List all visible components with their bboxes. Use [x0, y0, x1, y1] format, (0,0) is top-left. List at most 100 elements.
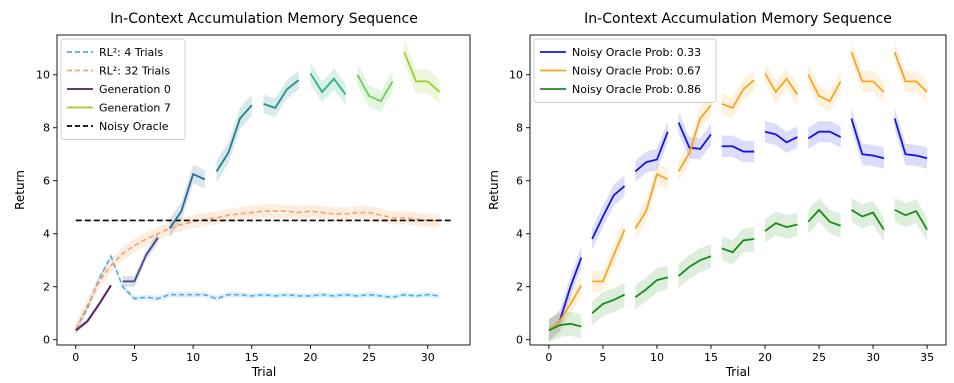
left-y-tick-label: 6: [43, 175, 50, 188]
left-chart-panel: In-Context Accumulation Memory Sequence …: [13, 11, 471, 379]
left-generation-line: [403, 51, 441, 93]
right-y-axis-label: Return: [487, 170, 501, 210]
left-generation-line: [75, 284, 112, 332]
right-x-tick-label: 15: [704, 351, 718, 364]
right-legend-label: Noisy Oracle Prob: 0.67: [572, 65, 701, 78]
left-plot-area: 0 5 10 15 20 25 30 0 2 4 6 8 10: [36, 34, 471, 364]
right-series-band: [808, 197, 841, 238]
right-series-line: [807, 130, 842, 140]
left-y-axis-label: Return: [13, 170, 27, 210]
right-legend-label: Noisy Oracle Prob: 0.86: [572, 83, 701, 96]
right-series-line: [677, 122, 712, 150]
right-series-line: [764, 222, 798, 232]
left-legend-box: [60, 38, 186, 140]
right-y-tick-label: 4: [516, 228, 523, 241]
left-x-tick-label: 0: [72, 351, 79, 364]
right-series-band: [635, 121, 668, 183]
left-legend: RL²: 4 Trials RL²: 32 Trials Generation 0 G…: [60, 38, 186, 140]
left-generation-band: [169, 164, 205, 238]
right-y-tick-label: 8: [516, 122, 523, 135]
right-legend-label: Noisy Oracle Prob: 0.33: [572, 46, 701, 59]
right-series-line: [893, 51, 928, 93]
left-x-tick-label: 30: [421, 351, 435, 364]
left-legend-label: Noisy Oracle: [99, 120, 169, 133]
right-chart-panel: In-Context Accumulation Memory Sequence …: [487, 11, 947, 379]
right-series-line: [721, 79, 755, 109]
right-series-band: [678, 111, 711, 160]
left-generation-line: [122, 237, 159, 283]
left-generation-band: [357, 64, 393, 112]
left-legend-label: RL²: 32 Trials: [99, 65, 170, 78]
left-series-line: [75, 254, 440, 330]
right-series-line: [721, 145, 755, 153]
right-series-line: [721, 238, 755, 254]
left-chart-title: In-Context Accumulation Memory Sequence: [110, 11, 418, 27]
right-series-line: [807, 74, 842, 103]
right-series-line: [850, 209, 885, 231]
right-series-band: [851, 107, 884, 169]
right-series-band: [721, 69, 755, 119]
right-x-axis-label: Trial: [725, 365, 751, 379]
right-series-line: [634, 276, 668, 299]
right-series-band: [592, 219, 625, 293]
right-series-line: [592, 229, 626, 283]
left-series-line: [75, 210, 440, 330]
right-series-line: [764, 72, 799, 96]
left-generation-line: [215, 104, 253, 172]
right-y-tick-label: 0: [516, 334, 523, 347]
right-chart-title: In-Context Accumulation Memory Sequence: [584, 11, 892, 27]
right-series-line: [764, 130, 798, 144]
left-y-tick-label: 4: [43, 228, 50, 241]
right-x-tick-label: 5: [599, 351, 606, 364]
right-y-tick-label: 2: [516, 281, 523, 294]
right-series-band: [808, 64, 841, 112]
left-generation-band: [122, 232, 158, 287]
left-y-tick-label: 10: [36, 69, 50, 82]
right-series-band: [851, 197, 884, 242]
right-y-tick-label: 10: [509, 69, 523, 82]
right-series-band: [765, 211, 798, 243]
left-series-band: [75, 253, 440, 332]
right-series-line: [677, 104, 712, 172]
left-x-tick-label: 15: [245, 351, 259, 364]
right-y-tick-label: 6: [516, 175, 523, 188]
right-series-band: [592, 282, 625, 326]
right-x-tick-label: 10: [650, 351, 664, 364]
right-x-tick-label: 0: [545, 351, 552, 364]
right-legend: Noisy Oracle Prob: 0.33 Noisy Oracle Prob…: [533, 38, 717, 103]
left-y-tick-label: 2: [43, 281, 50, 294]
left-generation-band: [263, 70, 299, 118]
right-series-band: [635, 163, 668, 240]
right-series-band: [808, 121, 841, 149]
right-x-tick-label: 25: [812, 351, 826, 364]
right-series-band: [894, 197, 928, 242]
left-generation-line: [309, 72, 347, 96]
right-series-band: [894, 41, 928, 103]
right-x-tick-label: 35: [920, 351, 934, 364]
left-generation-line: [168, 172, 206, 229]
right-series-line: [893, 118, 928, 160]
left-legend-label: Generation 7: [99, 102, 171, 115]
left-x-tick-label: 25: [362, 351, 376, 364]
left-x-axis-label: Trial: [251, 365, 277, 379]
left-x-tick-label: 10: [186, 351, 200, 364]
right-series-line: [850, 51, 885, 93]
right-series-line: [548, 322, 582, 332]
right-series-line: [591, 293, 625, 314]
right-series-line: [634, 172, 669, 229]
right-series-line: [807, 208, 841, 227]
right-series-band: [548, 246, 582, 342]
right-axes-frame: [529, 34, 947, 346]
left-generation-line: [263, 79, 300, 109]
right-series-band: [851, 41, 884, 103]
left-generation-band: [404, 40, 440, 104]
right-series-band: [765, 121, 798, 153]
left-y-tick-label: 0: [43, 334, 50, 347]
left-y-tick-label: 8: [43, 122, 50, 135]
right-x-tick-label: 30: [866, 351, 880, 364]
right-series-line: [591, 185, 626, 240]
right-series-line: [548, 284, 583, 332]
right-series-band: [548, 311, 582, 343]
right-series-line: [634, 131, 669, 173]
